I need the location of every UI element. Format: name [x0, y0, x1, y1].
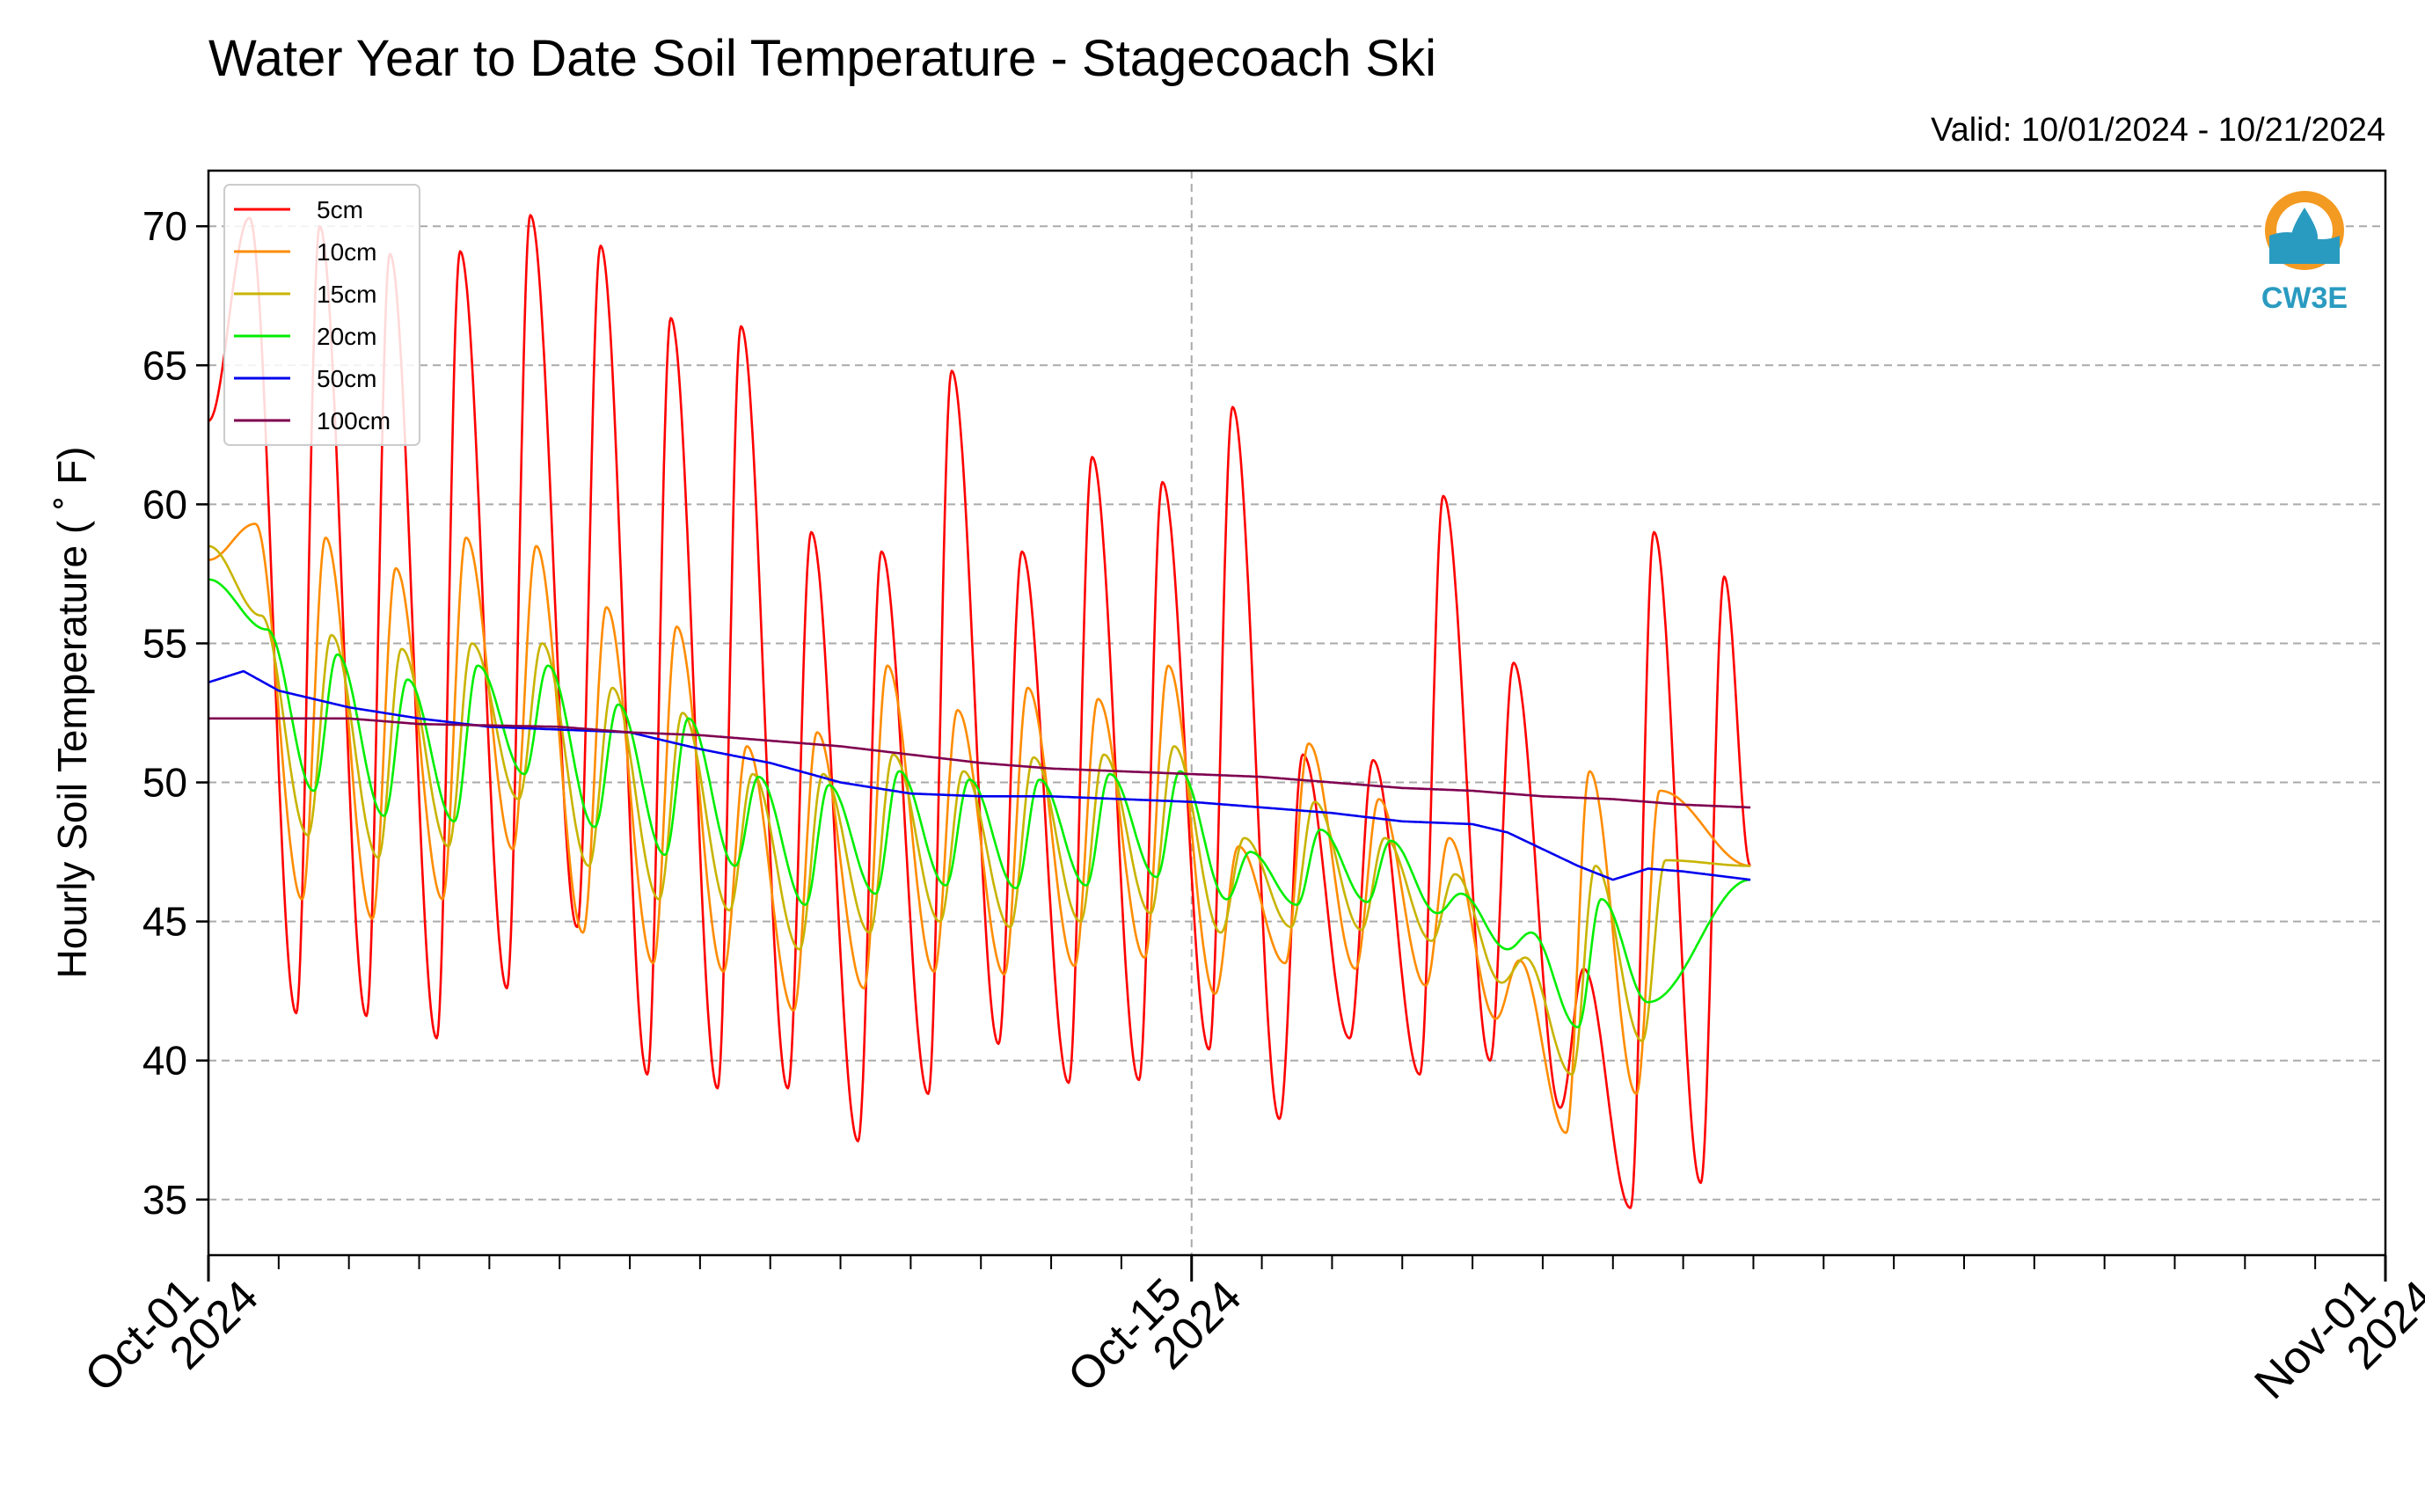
grid [208, 171, 2385, 1255]
y-tick-label: 50 [142, 760, 187, 806]
series-line-50cm [208, 669, 1751, 881]
cw3e-logo: CW3E [2261, 191, 2348, 315]
chart-title: Water Year to Date Soil Temperature - St… [208, 30, 1436, 87]
plot-frame [207, 169, 2387, 1257]
series-line-5cm [208, 214, 1752, 1209]
series-lines [208, 214, 1752, 1209]
y-axis-label: Hourly Soil Temperature ( ˚ F) [49, 447, 95, 979]
y-tick-label: 65 [142, 342, 187, 388]
legend: 5cm 10cm 15cm 20cm 50cm 100cm [223, 184, 420, 446]
y-tick-label: 35 [142, 1177, 187, 1223]
cw3e-logo-text: CW3E [2261, 281, 2348, 315]
y-tick-label: 45 [142, 899, 187, 945]
legend-label: 5cm [317, 196, 363, 223]
series-line-100cm [208, 717, 1751, 809]
legend-label: 10cm [317, 238, 376, 266]
legend-box [223, 184, 420, 446]
y-tick-label: 40 [142, 1038, 187, 1084]
valid-date-range: Valid: 10/01/2024 - 10/21/2024 [1931, 112, 2385, 149]
legend-label: 15cm [317, 281, 376, 308]
y-tick-label: 60 [142, 481, 187, 527]
series-line-15cm [208, 544, 1751, 1076]
legend-label: 50cm [317, 365, 376, 392]
legend-label: 100cm [317, 407, 391, 435]
series-line-10cm [208, 522, 1751, 1135]
series-line-20cm [208, 578, 1751, 1029]
y-tick-label: 55 [142, 620, 187, 666]
legend-label: 20cm [317, 323, 376, 350]
y-axis: 35 40 45 50 55 60 65 70 [142, 203, 208, 1223]
y-tick-label: 70 [142, 203, 187, 249]
water-drop-icon [2291, 208, 2318, 251]
